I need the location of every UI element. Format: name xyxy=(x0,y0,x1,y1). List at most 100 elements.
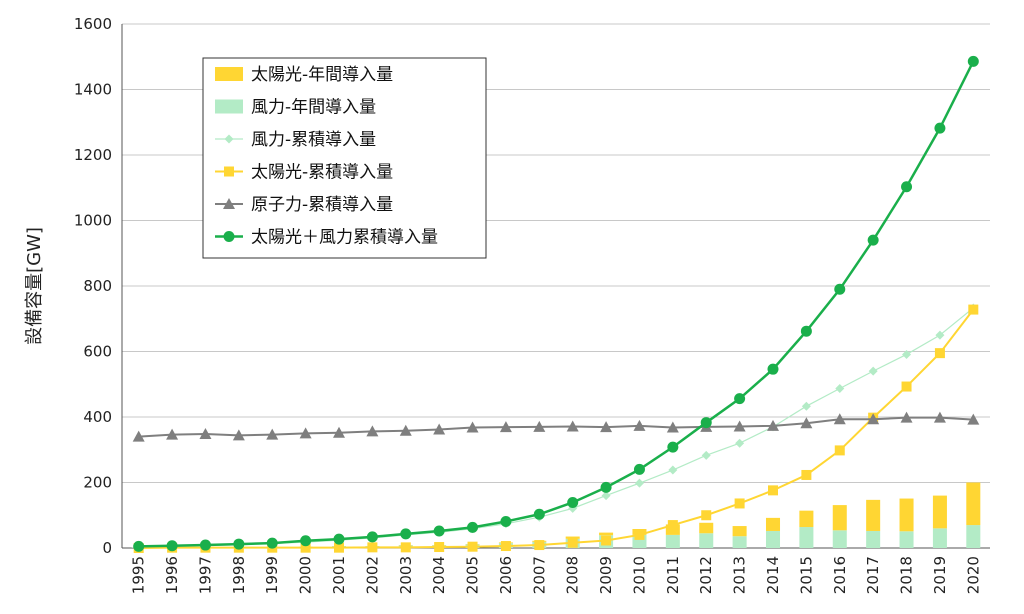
bar-wind-annual xyxy=(866,530,881,548)
data-point xyxy=(867,234,879,246)
data-point xyxy=(266,537,278,549)
data-point xyxy=(734,498,745,509)
x-tick-label: 2012 xyxy=(697,556,715,594)
bar-solar-annual xyxy=(899,498,914,532)
data-point xyxy=(467,521,479,533)
data-point xyxy=(633,463,645,475)
y-tick-label: 1000 xyxy=(74,212,112,230)
legend-label: 風力-年間導入量 xyxy=(251,98,376,118)
legend-label: 太陽光-累積導入量 xyxy=(251,163,393,183)
bar-solar-annual xyxy=(732,526,747,537)
data-point xyxy=(533,508,545,520)
data-point xyxy=(132,430,145,442)
data-point xyxy=(333,426,345,438)
data-point xyxy=(600,421,613,433)
y-tick-label: 1200 xyxy=(74,146,112,164)
legend-marker xyxy=(223,231,235,242)
data-point xyxy=(902,349,912,359)
data-point xyxy=(366,425,379,437)
data-point xyxy=(667,441,679,453)
legend-swatch xyxy=(215,99,243,114)
data-point xyxy=(935,330,945,340)
bars xyxy=(131,482,981,548)
bar-wind-annual xyxy=(966,525,981,548)
x-tick-label: 1995 xyxy=(130,556,148,594)
x-tick-label: 2019 xyxy=(931,556,949,594)
data-point xyxy=(801,401,811,411)
series-line xyxy=(138,416,974,438)
data-point xyxy=(767,363,779,375)
y-tick-label: 200 xyxy=(83,474,112,492)
bar-wind-annual xyxy=(832,530,847,548)
data-point xyxy=(534,540,545,551)
data-point xyxy=(901,181,913,193)
y-tick-label: 1600 xyxy=(74,15,112,33)
series-line xyxy=(138,308,975,549)
data-point xyxy=(133,540,145,552)
x-tick-label: 2000 xyxy=(297,556,315,594)
bar-solar-annual xyxy=(966,482,981,526)
x-tick-label: 2008 xyxy=(564,556,582,594)
data-point xyxy=(666,421,679,433)
data-point xyxy=(634,529,645,540)
legend-label: 太陽光＋風力累積導入量 xyxy=(251,228,438,248)
data-point xyxy=(934,122,946,134)
data-point xyxy=(734,393,746,405)
legend-label: 太陽光-年間導入量 xyxy=(251,65,393,85)
data-point xyxy=(232,429,245,441)
bar-solar-annual xyxy=(699,522,714,534)
y-tick-label: 600 xyxy=(83,343,112,361)
data-point xyxy=(400,528,412,540)
data-point xyxy=(433,525,445,537)
bar-wind-annual xyxy=(765,530,781,548)
data-point xyxy=(300,535,312,547)
bar-wind-annual xyxy=(699,533,714,548)
legend-label: 原子力-累積導入量 xyxy=(251,195,393,215)
series-line xyxy=(138,60,975,548)
legend-marker xyxy=(224,134,234,144)
data-point xyxy=(834,283,846,295)
bar-solar-annual xyxy=(565,536,580,539)
x-tick-label: 2013 xyxy=(731,556,749,594)
data-point xyxy=(867,413,880,425)
data-point xyxy=(233,538,245,550)
data-point xyxy=(566,420,579,432)
x-tick-label: 2016 xyxy=(831,556,849,594)
data-point xyxy=(367,542,378,553)
data-point xyxy=(399,424,412,436)
x-tick-label: 2002 xyxy=(363,556,381,594)
x-tick-label: 2011 xyxy=(664,556,682,594)
data-point xyxy=(768,485,778,496)
x-tick-label: 2015 xyxy=(797,556,815,594)
data-point xyxy=(801,469,812,480)
y-tick-label: 400 xyxy=(83,408,112,426)
data-point xyxy=(667,520,678,531)
data-point xyxy=(199,539,211,551)
data-point xyxy=(499,421,512,433)
data-point xyxy=(901,381,912,392)
x-tick-label: 1998 xyxy=(230,556,248,594)
data-point xyxy=(933,411,946,423)
data-point xyxy=(300,542,311,553)
data-point xyxy=(434,542,445,553)
data-point xyxy=(633,419,646,431)
data-point xyxy=(166,428,179,440)
data-point xyxy=(601,535,612,546)
data-point xyxy=(567,496,579,508)
data-point xyxy=(800,325,812,337)
data-point xyxy=(800,417,813,429)
bar-wind-annual xyxy=(932,528,947,548)
x-tick-label: 2010 xyxy=(630,556,648,594)
bar-solar-annual xyxy=(866,499,881,531)
data-point xyxy=(601,491,611,501)
x-tick-label: 2007 xyxy=(530,556,548,594)
y-tick-labels: 0 200 400 600 800 1000 1200 1400 1600 xyxy=(74,15,112,557)
x-tick-label: 2009 xyxy=(597,556,615,594)
data-point xyxy=(467,541,478,552)
y-tick-label: 800 xyxy=(83,277,112,295)
lines xyxy=(132,55,980,553)
data-point xyxy=(968,304,979,315)
bar-wind-annual xyxy=(799,527,814,548)
data-point xyxy=(634,478,644,488)
data-point xyxy=(934,348,945,359)
